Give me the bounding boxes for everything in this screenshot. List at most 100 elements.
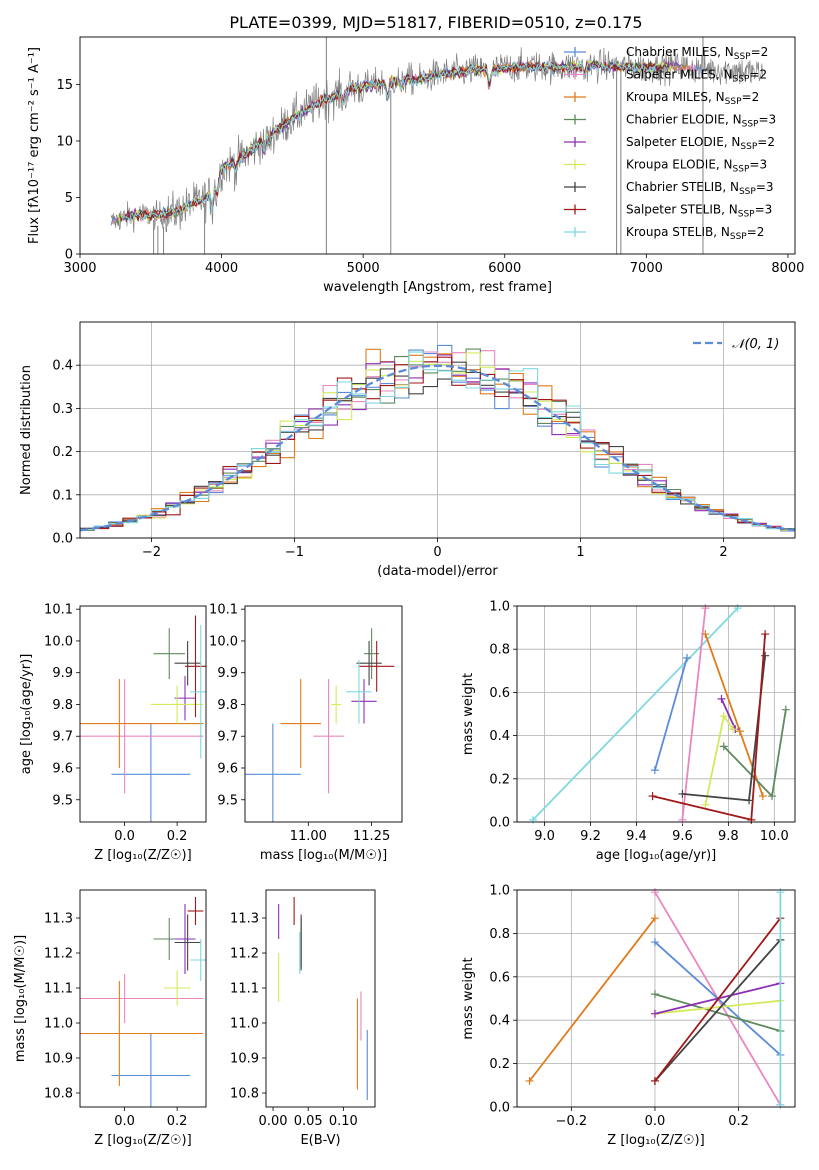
weight-line-kroupa-elodie — [654, 999, 781, 1015]
y-tick-label: 9.5 — [52, 793, 73, 808]
x-tick-label: 8000 — [771, 261, 804, 276]
x-tick-label: 2 — [719, 545, 727, 560]
y-tick-label: 9.6 — [217, 762, 238, 777]
normal-reference-curve — [80, 364, 795, 532]
axes-frame — [516, 889, 796, 1108]
y-tick-label: 9.5 — [217, 793, 238, 808]
y-tick-label: 5 — [65, 191, 73, 206]
y-tick-label: 1.0 — [489, 884, 510, 899]
weight-marker-kroupa-elodie — [719, 712, 728, 721]
y-tick-label: 10 — [56, 134, 73, 149]
y-tick-label: 1.0 — [489, 600, 510, 615]
legend-label-salpeter-miles: Salpeter MILES, NSSP=2 — [626, 68, 767, 85]
x-axis-label: (data-model)/error — [377, 564, 498, 579]
y-tick-label: 0.4 — [489, 1014, 510, 1029]
x-tick-label: 0.0 — [114, 1114, 135, 1129]
weight-marker-chabrier-elodie — [768, 792, 777, 801]
x-tick-label: 5000 — [347, 261, 380, 276]
weight-marker-salpeter-stelib — [650, 1076, 659, 1085]
legend-label-chabrier-stelib: Chabrier STELIB, NSSP=3 — [626, 180, 774, 197]
y-tick-label: 9.7 — [217, 730, 238, 745]
y-tick-label: 11.2 — [230, 947, 259, 962]
y-axis-label: mass weight — [461, 957, 476, 1039]
z_mass-points — [80, 897, 206, 1107]
weight-marker-kroupa-miles — [525, 1076, 534, 1085]
weight-marker-salpeter-elodie — [650, 1009, 659, 1018]
y-tick-label: 0.2 — [489, 772, 510, 787]
x-axis-label: Z [log₁₀(Z/Z☉)] — [94, 848, 191, 863]
x-tick-label: 11.00 — [290, 829, 327, 844]
y-axis-label: Normed distribution — [19, 365, 34, 495]
legend-label-kroupa-miles: Kroupa MILES, NSSP=2 — [626, 90, 759, 107]
weight-marker-chabrier-stelib — [745, 796, 754, 805]
ebv_mass-points — [278, 897, 368, 1100]
legend-normal-label: 𝒩(0, 1) — [732, 337, 779, 352]
histogram-chabrier-stelib — [80, 361, 795, 530]
residual-plot — [80, 344, 795, 532]
weight-line-salpeter-miles — [681, 608, 707, 820]
y-tick-label: 9.8 — [217, 698, 238, 713]
weight-marker-kroupa-stelib — [776, 888, 785, 897]
weight-marker-kroupa-stelib — [776, 1100, 785, 1109]
z_weight-lines — [525, 888, 785, 1109]
weight-marker-kroupa-miles — [650, 914, 659, 923]
weight-marker-chabrier-miles — [650, 938, 659, 947]
weight-marker-salpeter-elodie — [717, 694, 726, 703]
axes-frame — [265, 889, 376, 1108]
x-tick-label: 0 — [433, 545, 441, 560]
weight-line-kroupa-miles — [528, 917, 656, 1082]
chart-residuals: −2 −1 0 1 2 0.0 0.1 0.2 0.3 0.4 (data-model)/error… — [19, 321, 796, 579]
chart-z-age: 0.0 0.2 9.5 9.6 9.7 9.8 9.9 10.0 10.1 Z [log₁₀(Z/… — [19, 603, 207, 863]
x-axis-label: Z [log₁₀(Z/Z☉)] — [607, 1133, 704, 1148]
y-tick-label: 10.1 — [209, 603, 238, 618]
weight-marker-salpeter-miles — [701, 604, 710, 613]
axes-frame — [79, 321, 796, 539]
y-tick-label: 11.0 — [44, 1017, 73, 1032]
y-tick-label: 0.0 — [489, 1101, 510, 1116]
y-tick-label: 11.0 — [230, 1017, 259, 1032]
age_weight-lines — [529, 604, 790, 824]
histogram-kroupa-elodie — [80, 352, 795, 531]
x-tick-label: −1 — [285, 545, 304, 560]
weight-line-kroupa-stelib — [532, 607, 739, 821]
axes-frame — [79, 36, 796, 255]
axes-frame — [244, 605, 403, 823]
weight-marker-salpeter-stelib — [648, 792, 657, 801]
x-axis-label: mass [log₁₀(M/M☉)] — [260, 848, 387, 863]
weight-marker-chabrier-miles — [683, 653, 692, 662]
legend-label-chabrier-miles: Chabrier MILES, NSSP=2 — [626, 45, 768, 62]
weight-marker-salpeter-stelib — [761, 630, 770, 639]
x-tick-label: 0.0 — [645, 1114, 666, 1129]
y-tick-label: 9.7 — [52, 730, 73, 745]
weight-line-salpeter-stelib — [654, 917, 782, 1082]
x-tick-label: 0.00 — [259, 1114, 288, 1129]
axes-frame — [79, 605, 207, 823]
y-tick-label: 10.0 — [44, 634, 73, 649]
x-tick-label: 0.10 — [329, 1114, 358, 1129]
legend-label-kroupa-stelib: Kroupa STELIB, NSSP=2 — [626, 225, 764, 242]
chart-mass-age: 11.00 11.25 9.5 9.6 9.7 9.8 9.9 10.0 10.1 mass [l… — [209, 603, 403, 863]
legend-label-chabrier-elodie: Chabrier ELODIE, NSSP=3 — [626, 113, 776, 130]
y-tick-label: 0 — [65, 248, 73, 263]
y-tick-label: 9.8 — [52, 698, 73, 713]
x-tick-label: 6000 — [488, 261, 521, 276]
y-axis-label: mass [log₁₀(M/M☉)] — [13, 935, 28, 1062]
weight-marker-chabrier-miles — [650, 766, 659, 775]
x-tick-label: −2 — [142, 545, 161, 560]
y-tick-label: 11.1 — [230, 982, 259, 997]
x-tick-label: 0.2 — [728, 1114, 749, 1129]
y-tick-label: 9.9 — [52, 666, 73, 681]
weight-line-chabrier-miles — [654, 657, 688, 771]
weight-marker-salpeter-miles — [650, 888, 659, 897]
chart-z-mass: 0.0 0.2 10.8 10.9 11.0 11.1 11.2 11.3 Z [log₁₀(Z… — [13, 889, 207, 1148]
y-tick-label: 0.2 — [489, 1057, 510, 1072]
y-tick-label: 15 — [56, 78, 73, 93]
y-tick-label: 10.8 — [44, 1087, 73, 1102]
x-axis-label: Z [log₁₀(Z/Z☉)] — [94, 1133, 191, 1148]
y-tick-label: 0.2 — [52, 445, 73, 460]
x-tick-label: 9.2 — [580, 829, 601, 844]
x-tick-label: 11.25 — [353, 829, 390, 844]
weight-marker-kroupa-elodie — [701, 800, 710, 809]
x-axis-label: E(B-V) — [300, 1133, 340, 1148]
